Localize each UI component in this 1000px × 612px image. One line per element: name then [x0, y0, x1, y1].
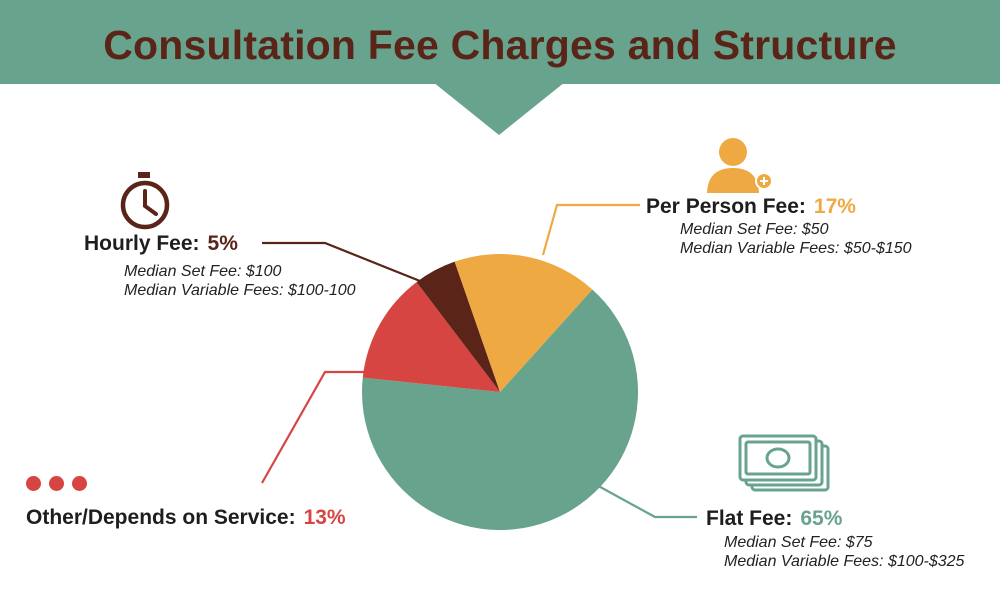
pie-slice-hourly-fee [416, 261, 500, 392]
per-person-fee-note-set: Median Set Fee: $50 [680, 221, 829, 238]
other-fee-percent: 13% [303, 506, 346, 529]
per-person-fee-note-variable: Median Variable Fees: $50-$150 [680, 240, 912, 257]
hourly-leader-line [262, 241, 426, 285]
hourly-fee-percent: 5% [207, 232, 238, 255]
hourly-fee-name: Hourly Fee: [84, 232, 200, 255]
flat-fee-note-set: Median Set Fee: $75 [724, 534, 873, 551]
other-fee-label: Other/Depends on Service: 13% [26, 506, 346, 530]
stopwatch-icon [120, 172, 170, 230]
pie-slice-flat-fee [362, 289, 639, 531]
flat-fee-note-variable: Median Variable Fees: $100-$325 [724, 553, 965, 570]
person-add-icon [707, 138, 773, 193]
flat-fee-percent: 65% [800, 507, 843, 530]
pie-slices [362, 254, 639, 531]
title-banner [0, 0, 1000, 84]
pie-slice-other-depends-on-service [362, 282, 500, 392]
per-person-leader-line [541, 203, 640, 256]
ellipsis-dot-3 [72, 476, 87, 491]
pie-slice-per-person-fee [454, 254, 593, 392]
per-person-fee-percent: 17% [813, 195, 856, 218]
other-fee-name: Other/Depends on Service: [26, 506, 296, 529]
page-title: Consultation Fee Charges and Structure [103, 22, 897, 68]
hourly-fee-note-set: Median Set Fee: $100 [124, 263, 282, 280]
money-bill-icon [738, 434, 830, 492]
flat-fee-label: Flat Fee: 65% [706, 507, 842, 531]
hourly-fee-label: Hourly Fee: 5% [84, 232, 238, 256]
banner-pointer [433, 82, 565, 135]
ellipsis-dot-2 [49, 476, 64, 491]
per-person-fee-name: Per Person Fee: [646, 195, 806, 218]
per-person-fee-label: Per Person Fee: 17% [646, 195, 856, 219]
other-leader-line [261, 370, 364, 484]
hourly-fee-note-variable: Median Variable Fees: $100-100 [124, 282, 356, 299]
flat-fee-name: Flat Fee: [706, 507, 793, 530]
flat-leader-line [592, 482, 697, 519]
ellipsis-dot-1 [26, 476, 41, 491]
